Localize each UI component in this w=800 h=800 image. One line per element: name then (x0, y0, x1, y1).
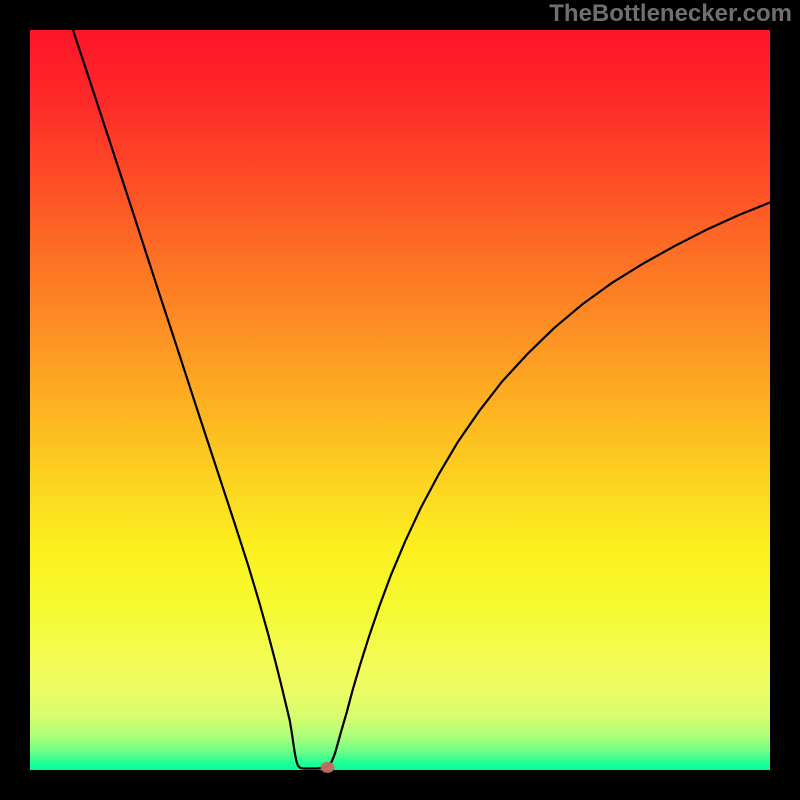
chart-container: TheBottlenecker.com (0, 0, 800, 800)
optimal-point-marker (320, 762, 334, 773)
watermark-text: TheBottlenecker.com (549, 0, 792, 28)
bottleneck-chart (0, 0, 800, 800)
chart-background (30, 30, 770, 770)
